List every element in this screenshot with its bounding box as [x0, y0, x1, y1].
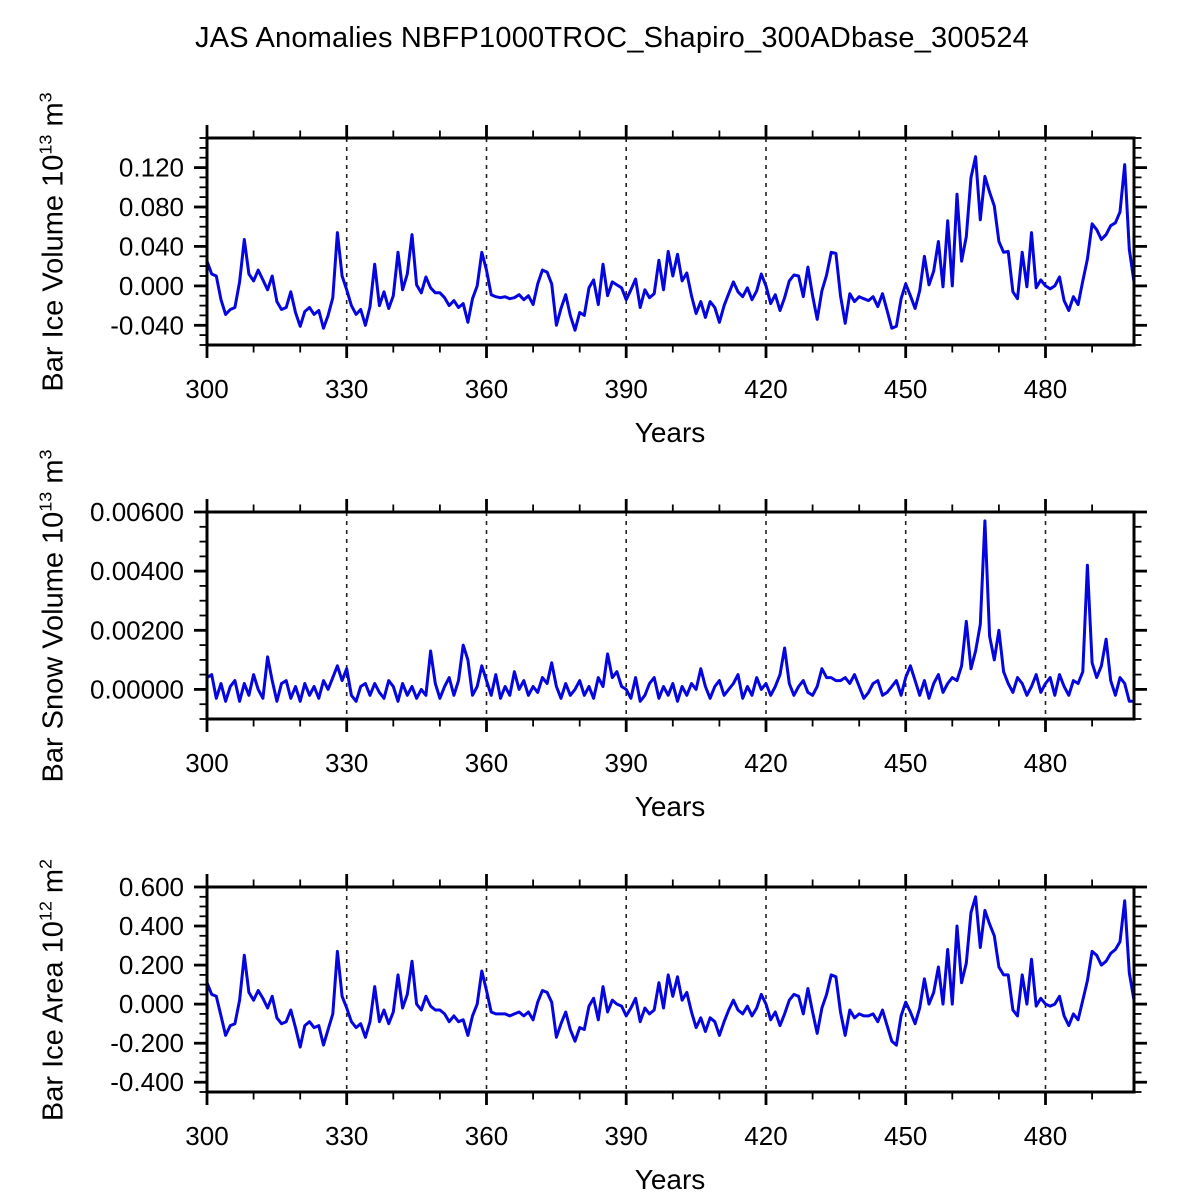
- y-tick-label: -0.200: [110, 1028, 184, 1058]
- y-tick-label: -0.040: [110, 310, 184, 340]
- unit-text: m: [37, 868, 70, 902]
- y-tick-label: 0.000: [119, 989, 184, 1019]
- y-tick-label: 0.600: [119, 872, 184, 902]
- x-axis-title-panel1: Years: [634, 417, 706, 448]
- y-tick-label: 0.080: [119, 192, 184, 222]
- x-tick-label: 480: [1024, 1121, 1067, 1151]
- x-tick-label: 450: [884, 748, 927, 778]
- y-axis-title-text: Bar Ice Area 10: [37, 921, 70, 1122]
- y-tick-label: 0.120: [119, 153, 184, 183]
- x-tick-label: 420: [744, 1121, 787, 1151]
- x-tick-label: 390: [605, 374, 648, 404]
- x-tick-label: 480: [1024, 374, 1067, 404]
- unit-exponent-text: 2: [35, 858, 56, 869]
- x-tick-label: 450: [884, 374, 927, 404]
- y-tick-label: 0.040: [119, 231, 184, 261]
- x-tick-label: 300: [185, 1121, 228, 1151]
- panel-bar-ice-volume: 0.120 0.080 0.040 0.000 -0.040 300 330 360 390 42…: [110, 125, 1147, 404]
- exponent-text: 12: [35, 901, 56, 922]
- y-tick-label: -0.400: [110, 1067, 184, 1097]
- x-tick-label: 330: [325, 748, 368, 778]
- x-tick-label: 420: [744, 748, 787, 778]
- x-tick-label: 360: [465, 748, 508, 778]
- y-axis-title-ice-area: Bar Ice Area 1012 m2: [36, 859, 71, 1121]
- series-line-bar-ice-volume: [205, 155, 1136, 332]
- y-tick-label: 0.200: [119, 950, 184, 980]
- y-tick-label: 0.00600: [90, 497, 184, 527]
- panel-bar-snow-volume: 0.00600 0.00400 0.00200 0.00000 300 330 360 390…: [90, 497, 1147, 778]
- x-axis-title-panel3: Years: [634, 1164, 706, 1195]
- x-tick-label: 300: [185, 748, 228, 778]
- chart-title: JAS Anomalies NBFP1000TROC_Shapiro_300AD…: [195, 22, 1029, 54]
- unit-exponent-text: 3: [35, 449, 56, 460]
- y-axis-title-ice-volume: Bar Ice Volume 1013 m3: [36, 92, 71, 391]
- x-tick-label: 390: [605, 748, 648, 778]
- y-tick-label: 0.00400: [90, 556, 184, 586]
- y-tick-label: 0.400: [119, 911, 184, 941]
- y-tick-label: 0.000: [119, 271, 184, 301]
- unit-text: m: [37, 102, 70, 135]
- x-tick-label: 360: [465, 1121, 508, 1151]
- y-axis-title-text: Bar Ice Volume 10: [37, 154, 70, 392]
- exponent-text: 13: [35, 491, 56, 512]
- unit-text: m: [37, 459, 70, 492]
- series-line-bar-snow-volume: [205, 519, 1136, 703]
- y-axis-title-text: Bar Snow Volume 10: [37, 511, 70, 783]
- plot-frame: [205, 136, 1136, 347]
- x-tick-label: 390: [605, 1121, 648, 1151]
- exponent-text: 13: [35, 134, 56, 155]
- x-tick-label: 480: [1024, 748, 1067, 778]
- x-tick-label: 300: [185, 374, 228, 404]
- y-axis-title-snow-volume: Bar Snow Volume 1013 m3: [36, 449, 71, 782]
- x-tick-label: 330: [325, 1121, 368, 1151]
- y-tick-label: 0.00000: [90, 674, 184, 704]
- x-tick-label: 420: [744, 374, 787, 404]
- y-tick-label: 0.00200: [90, 615, 184, 645]
- unit-exponent-text: 3: [35, 92, 56, 103]
- x-tick-label: 450: [884, 1121, 927, 1151]
- x-axis-title-panel2: Years: [634, 791, 706, 822]
- x-tick-label: 360: [465, 374, 508, 404]
- plot-frame: [205, 885, 1136, 1094]
- x-tick-label: 330: [325, 374, 368, 404]
- series-line-bar-ice-area: [205, 895, 1136, 1049]
